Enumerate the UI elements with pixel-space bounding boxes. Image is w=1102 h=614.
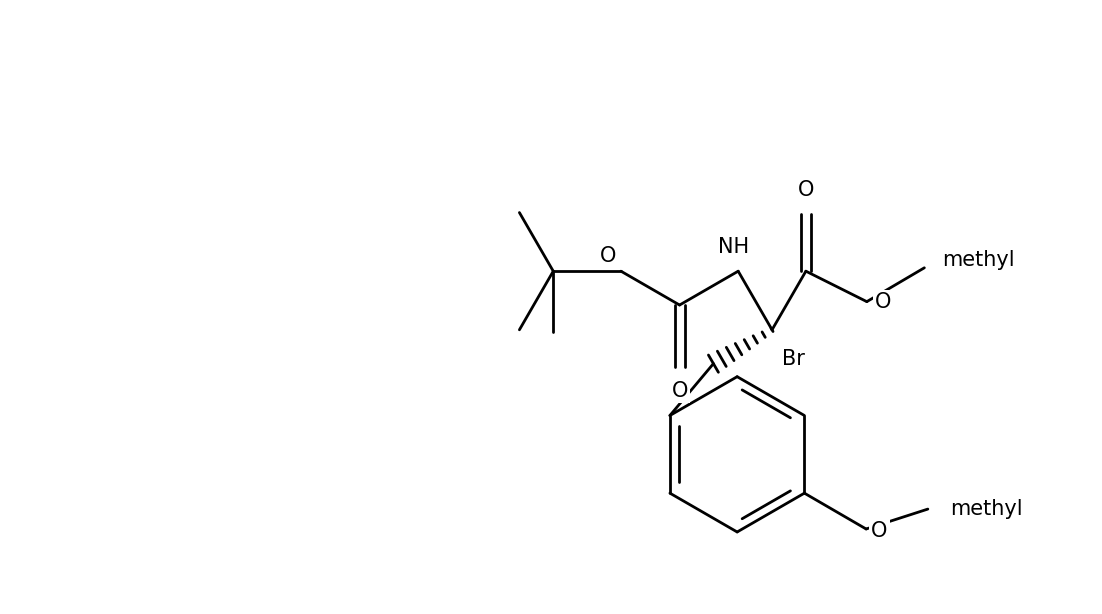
Text: NH: NH <box>717 237 748 257</box>
Text: O: O <box>671 381 688 401</box>
Text: O: O <box>798 180 814 200</box>
Text: O: O <box>599 246 616 266</box>
Text: O: O <box>875 292 892 312</box>
Text: O: O <box>871 521 887 541</box>
Text: methyl: methyl <box>950 499 1023 519</box>
Text: Br: Br <box>782 349 804 369</box>
Text: methyl: methyl <box>942 250 1015 270</box>
